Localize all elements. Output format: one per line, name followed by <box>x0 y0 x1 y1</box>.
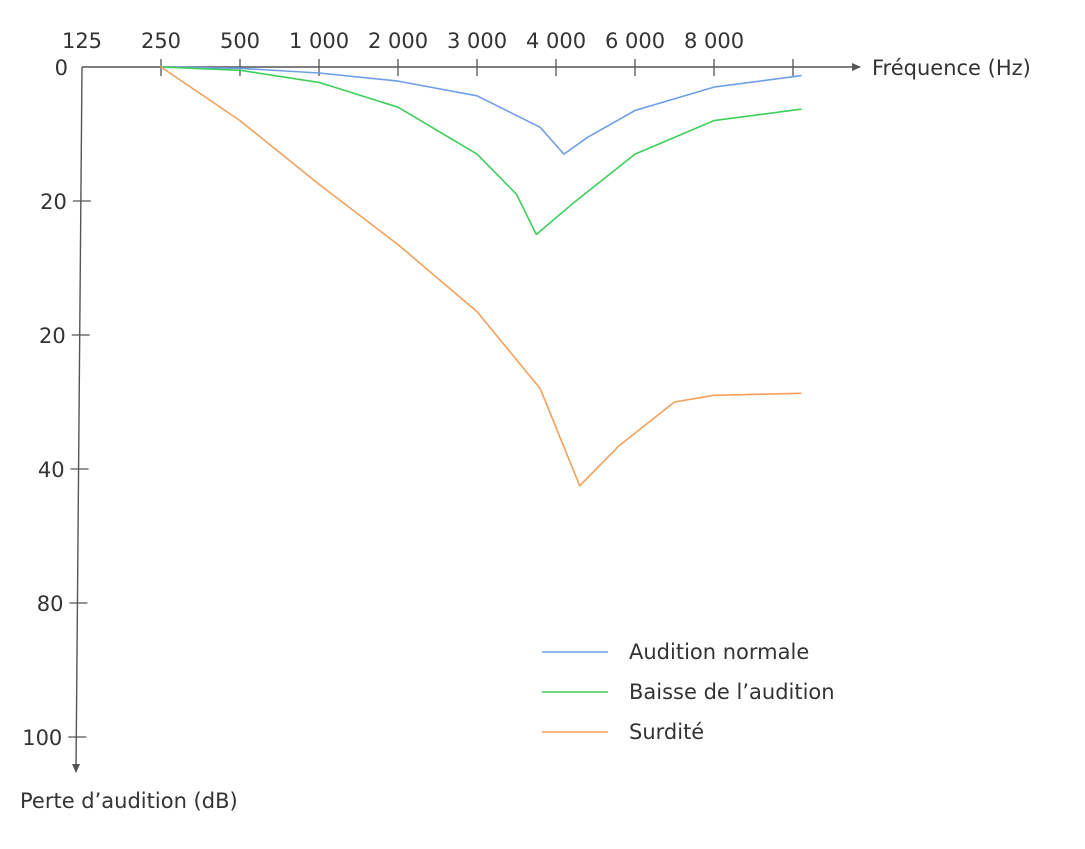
x-tick-label: 2 000 <box>368 29 428 53</box>
axes: Fréquence (Hz) Perte d’audition (dB) <box>20 56 1031 813</box>
y-tick-label: 80 <box>37 592 64 616</box>
y-tick-label: 20 <box>39 324 66 348</box>
y-axis-title: Perte d’audition (dB) <box>20 789 238 813</box>
legend: Audition normale Baisse de l’audition Surd… <box>542 640 835 744</box>
x-tick-label: 1 000 <box>289 29 349 53</box>
legend-label: Baisse de l’audition <box>629 680 835 704</box>
x-tick-label: 6 000 <box>605 29 665 53</box>
y-axis-line <box>72 66 83 773</box>
x-tick-label: 4 000 <box>526 29 586 53</box>
y-ticks: 0 20 20 40 80 100 <box>22 56 91 750</box>
x-ticks: 125 250 500 1 000 2 000 3 000 4 000 6 000 8 000 <box>62 29 794 76</box>
x-tick-label: 8 000 <box>684 29 744 53</box>
series-line <box>160 66 802 487</box>
y-tick-label: 40 <box>38 458 65 482</box>
series-line <box>160 66 802 155</box>
x-tick-label: 125 <box>62 29 102 53</box>
legend-label: Surdité <box>629 720 704 744</box>
y-tick-label: 100 <box>22 726 62 750</box>
legend-label: Audition normale <box>629 640 809 664</box>
series-layer <box>160 66 802 487</box>
x-tick-label: 3 000 <box>447 29 507 53</box>
x-tick-label: 500 <box>220 29 260 53</box>
y-tick-label: 20 <box>40 190 67 214</box>
x-tick-label: 250 <box>141 29 181 53</box>
x-axis-title: Fréquence (Hz) <box>872 56 1031 80</box>
series-line <box>160 66 802 236</box>
y-tick-label: 0 <box>55 56 68 80</box>
